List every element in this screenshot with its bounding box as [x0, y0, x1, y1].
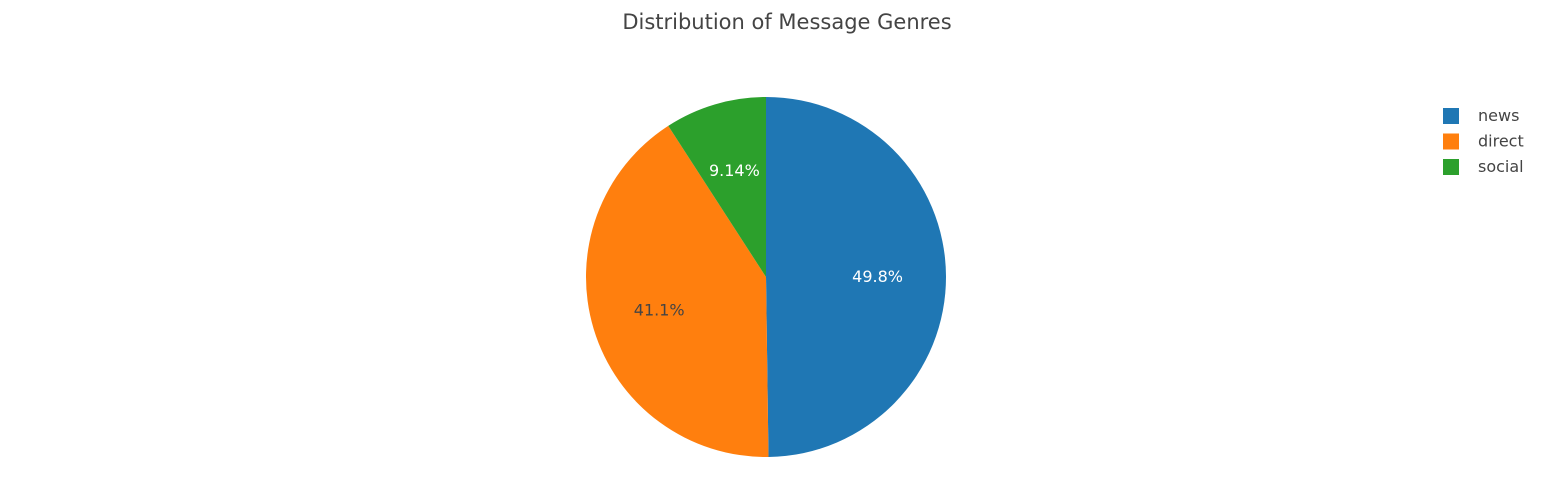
legend-swatch-social[interactable] — [1443, 159, 1459, 175]
chart-title: Distribution of Message Genres — [622, 10, 951, 34]
legend-label-social[interactable]: social — [1478, 157, 1524, 176]
legend-swatch-direct[interactable] — [1443, 133, 1459, 150]
pie-slice-news — [766, 97, 947, 457]
pie-slice-direct — [586, 125, 769, 458]
slice-label-direct: 41.1% — [634, 300, 685, 319]
pie-slice-labels: 49.8% 41.1% 9.14% — [634, 161, 903, 319]
slice-label-news: 49.8% — [852, 267, 903, 286]
legend: news direct social — [1443, 106, 1524, 176]
legend-label-direct[interactable]: direct — [1478, 132, 1524, 151]
legend-swatch-news[interactable] — [1443, 108, 1459, 124]
legend-label-news[interactable]: news — [1478, 106, 1519, 125]
pie-slice-social — [668, 97, 766, 277]
pie-slices — [586, 97, 947, 458]
slice-label-social: 9.14% — [709, 161, 760, 180]
